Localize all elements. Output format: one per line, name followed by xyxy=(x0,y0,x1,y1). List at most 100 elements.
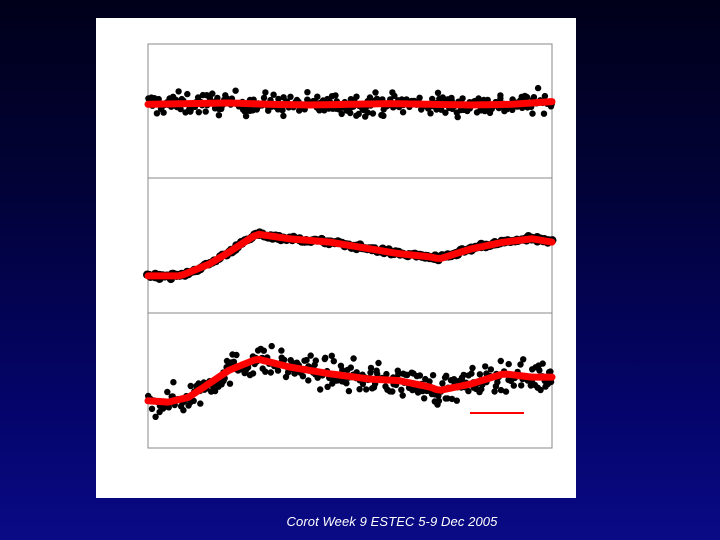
data-point xyxy=(180,407,187,414)
data-point xyxy=(347,109,354,117)
data-point xyxy=(209,90,216,97)
chart-panel xyxy=(96,18,576,498)
data-point xyxy=(165,404,172,411)
data-point xyxy=(429,372,437,379)
data-point xyxy=(547,368,554,375)
data-point xyxy=(299,373,307,380)
data-point xyxy=(347,364,354,371)
data-point xyxy=(395,371,402,378)
data-point xyxy=(416,372,424,379)
data-point xyxy=(353,93,360,100)
data-point xyxy=(304,89,311,96)
data-point xyxy=(291,370,299,377)
data-point xyxy=(497,357,504,365)
panel-2 xyxy=(143,177,557,314)
data-point xyxy=(380,112,387,120)
data-point xyxy=(453,397,460,404)
data-point xyxy=(534,84,542,92)
data-point xyxy=(465,387,472,395)
data-point xyxy=(214,94,221,102)
data-point xyxy=(345,387,353,395)
data-point xyxy=(363,386,370,393)
data-point xyxy=(314,93,321,100)
data-point xyxy=(468,370,475,377)
data-point xyxy=(184,90,191,98)
data-point xyxy=(494,378,501,386)
data-point xyxy=(372,89,379,96)
data-point xyxy=(502,388,510,395)
data-point xyxy=(523,93,531,101)
data-point xyxy=(539,360,546,367)
data-point xyxy=(434,89,442,97)
data-point xyxy=(164,388,171,396)
data-point xyxy=(160,109,167,116)
data-point xyxy=(232,87,239,94)
data-point xyxy=(364,109,371,116)
data-point xyxy=(518,382,525,389)
data-point xyxy=(454,113,461,121)
data-point xyxy=(537,386,544,394)
data-point xyxy=(312,357,319,364)
data-point xyxy=(152,413,159,420)
data-point xyxy=(399,392,406,399)
data-point xyxy=(338,110,345,118)
data-point xyxy=(305,377,312,384)
data-point xyxy=(517,361,524,368)
data-point xyxy=(280,356,288,363)
data-point xyxy=(536,367,543,374)
data-point xyxy=(267,369,274,376)
data-point xyxy=(529,110,536,117)
data-point xyxy=(270,91,277,98)
data-point xyxy=(170,379,177,386)
slide-footer: Corot Week 9 ESTEC 5-9 Dec 2005 xyxy=(286,514,498,529)
data-point xyxy=(510,382,517,389)
data-point xyxy=(195,109,202,116)
data-point xyxy=(540,110,548,117)
data-points xyxy=(143,228,557,284)
data-point xyxy=(359,380,367,387)
data-point xyxy=(460,371,467,379)
data-point xyxy=(421,395,428,402)
data-point xyxy=(230,358,238,365)
data-point xyxy=(177,105,184,113)
data-point xyxy=(391,92,398,100)
data-point xyxy=(459,95,466,102)
light-curve-plots xyxy=(143,43,557,449)
panel-3 xyxy=(144,312,556,449)
data-point xyxy=(197,400,204,407)
data-point xyxy=(416,94,423,102)
data-point xyxy=(317,386,324,393)
data-point xyxy=(275,95,282,103)
data-point xyxy=(322,354,329,361)
data-point xyxy=(242,112,250,120)
data-point xyxy=(367,364,375,372)
data-point xyxy=(260,94,268,102)
data-point xyxy=(520,356,527,363)
data-point xyxy=(187,382,194,390)
data-point xyxy=(202,108,209,115)
data-point xyxy=(541,92,549,100)
data-point xyxy=(369,110,377,117)
data-point xyxy=(262,368,269,375)
data-point xyxy=(280,112,287,120)
data-point xyxy=(287,93,294,101)
data-point xyxy=(497,92,504,99)
data-point xyxy=(262,89,269,96)
data-point xyxy=(249,370,257,377)
fit-line xyxy=(144,98,556,109)
data-point xyxy=(530,94,538,101)
data-point xyxy=(280,94,287,101)
data-point xyxy=(148,405,156,412)
data-point xyxy=(497,386,505,394)
data-point xyxy=(278,347,285,354)
data-point xyxy=(233,351,240,359)
data-point xyxy=(482,363,489,370)
data-point xyxy=(190,397,197,404)
data-point xyxy=(375,359,382,367)
data-point xyxy=(491,388,498,395)
data-point xyxy=(268,342,275,350)
data-point xyxy=(316,107,323,114)
data-point xyxy=(448,395,456,403)
data-point xyxy=(427,110,434,117)
data-point xyxy=(443,372,450,379)
